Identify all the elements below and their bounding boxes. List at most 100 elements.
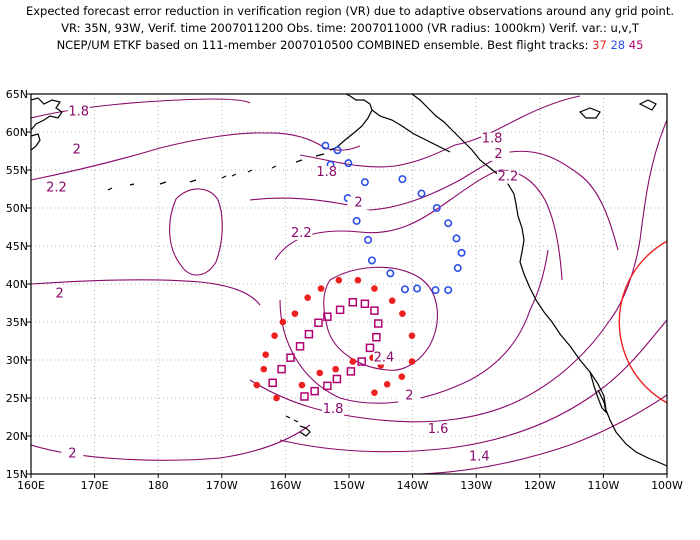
contour-label: 1.8 [482, 132, 503, 147]
track-point [408, 358, 416, 365]
lat-tick-label: 20N [6, 430, 28, 443]
contour-line [509, 150, 619, 251]
title-line-3: NCEP/UM ETKF based on 111-member 2007010… [0, 38, 700, 53]
track-point [332, 365, 339, 373]
track-point [444, 219, 453, 228]
lat-tick-label: 60N [6, 126, 28, 139]
contour-label-bg [315, 166, 338, 180]
contour-line [279, 319, 667, 453]
contour-line [31, 132, 266, 181]
lon-tick-label: 150W [333, 479, 365, 492]
track-point [398, 175, 407, 184]
contour-label-bg [427, 422, 450, 436]
track-point [273, 394, 280, 402]
track-point [360, 178, 369, 187]
contour-label-bg [398, 389, 421, 403]
contour-label: 2.2 [46, 180, 67, 195]
track-legend-37: 37 [592, 38, 607, 52]
track-point [286, 353, 295, 362]
track-point [335, 276, 343, 284]
contour-label-bg [67, 105, 90, 119]
track-point [332, 374, 342, 384]
contour-label-bg [481, 132, 504, 146]
track-point [304, 294, 311, 301]
contour-label: 2 [68, 446, 76, 461]
track-point [386, 269, 395, 278]
contour-line [31, 98, 251, 119]
coastline-asia [31, 97, 63, 131]
track-point [413, 284, 422, 293]
track-point [354, 276, 362, 284]
track-point [388, 297, 396, 305]
contour-label-bg [487, 147, 510, 161]
lat-tick-label: 35N [6, 316, 28, 329]
contour-line [264, 132, 361, 151]
contour-line [274, 169, 501, 261]
contour-label: 2.2 [498, 170, 519, 185]
contour-label: 2.2 [291, 226, 312, 241]
track-point [277, 364, 286, 374]
track-point [317, 285, 325, 292]
track-point [371, 389, 378, 396]
track-37 [253, 276, 416, 402]
track-point [357, 357, 366, 366]
track-point [291, 310, 299, 317]
track-point [352, 216, 361, 225]
contour-label-bg [468, 450, 491, 464]
track-legend-45: 45 [628, 38, 644, 52]
track-point [321, 141, 330, 150]
track-point [374, 319, 383, 328]
lon-tick-label: 180 [148, 479, 169, 492]
lat-tick-label: 15N [6, 468, 28, 481]
track-point [365, 343, 375, 353]
lat-tick-label: 40N [6, 278, 28, 291]
track-point [360, 299, 370, 309]
title-line-2: VR: 35N, 93W, Verif. time 2007011200 Obs… [61, 21, 639, 35]
track-28 [321, 141, 466, 295]
track-point [268, 378, 277, 388]
lat-tick-label: 50N [6, 202, 28, 215]
contour-label: 2 [354, 195, 362, 210]
title-line-3-text: NCEP/UM ETKF based on 111-member 2007010… [56, 38, 589, 52]
lon-tick-label: 110W [587, 479, 619, 492]
hawaii [285, 415, 311, 437]
contour-label: 2 [494, 147, 502, 162]
contour-label-bg [290, 226, 313, 240]
contour-line [31, 279, 261, 306]
lat-lon-grid [31, 94, 667, 474]
contour-label: 1.4 [469, 449, 490, 464]
contour-line [249, 319, 611, 423]
lat-tick-label: 45N [6, 240, 28, 253]
track-point [298, 381, 306, 389]
track-point [323, 381, 332, 391]
figure-header: Expected forecast error reduction in ver… [0, 0, 700, 80]
contour-label-bg [48, 287, 71, 301]
coastline-alaska [411, 94, 519, 217]
coastline-gulf [371, 109, 451, 153]
track-point [364, 235, 373, 244]
track-point [314, 318, 323, 328]
contour-label: 1.8 [323, 402, 344, 417]
track-point [452, 234, 461, 243]
contour-label: 2.4 [374, 351, 395, 366]
lon-tick-label: 170W [206, 479, 238, 492]
track-point [398, 373, 406, 381]
contour-label-bg [497, 170, 519, 184]
contour-label-bg [45, 181, 68, 195]
track-point [295, 342, 305, 351]
track-point [370, 306, 379, 315]
track-point [253, 381, 261, 389]
aleutian-islands [107, 147, 337, 191]
coastline-baja [589, 371, 607, 414]
contour-label: 2 [405, 389, 413, 404]
coastline-westcoast [517, 215, 667, 467]
track-point [417, 189, 426, 198]
contour-label-bg [347, 196, 370, 210]
track-point [372, 332, 381, 342]
track-point [371, 285, 378, 292]
track-point [333, 146, 342, 155]
lat-tick-label: 30N [6, 354, 28, 367]
contour-label-bg [322, 403, 345, 417]
contour-label: 2 [73, 142, 81, 157]
